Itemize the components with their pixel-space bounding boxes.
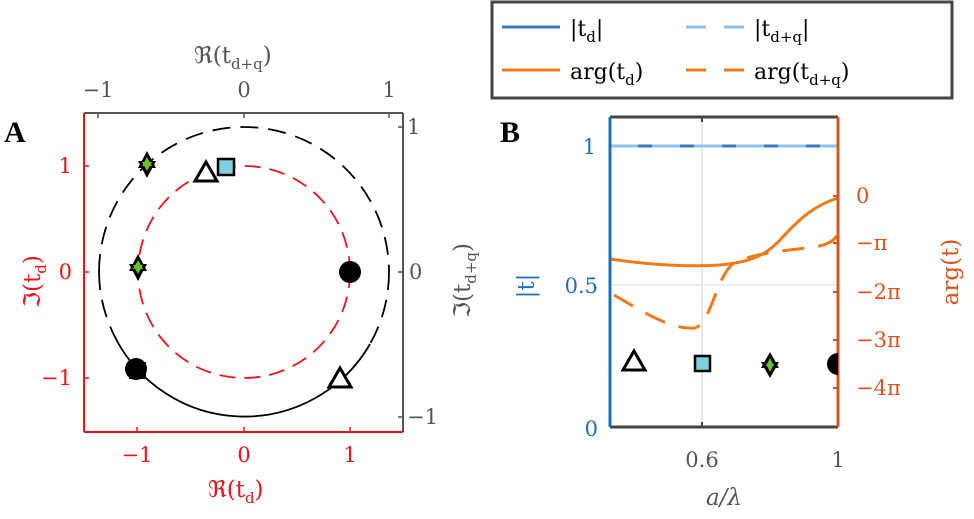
top-xtick: 0 [237,78,250,102]
td-circle [137,165,351,379]
panel-a-label: A [4,116,26,149]
right-ylabel: ℑ(td+q) [450,243,480,318]
legend: |td| |td+q| arg(td) arg(td+q) [490,0,954,100]
right-ytick: 0 [856,184,869,208]
legend-label: arg(td+q) [754,60,850,89]
square-marker [693,354,712,373]
panel-b: B 1 0.5 0 |t| 0 [500,115,964,511]
bottom-xlabel: ℜ(td) [208,477,264,507]
tdq-circle-upper [98,126,390,273]
bottom-xtick: 1 [343,443,356,467]
hexagram-marker [129,254,147,281]
circle-marker [125,358,147,380]
right-ytick: −2π [856,280,901,304]
legend-label: |td+q| [754,17,809,46]
circle-marker [827,353,838,375]
left-ytick: 0 [585,417,598,441]
arg-tdq-line [613,231,840,330]
square-marker [216,157,236,177]
right-ytick: 1 [407,115,420,139]
top-xlabel: ℜ(td+q) [194,43,272,73]
tdq-circle-left [98,271,115,336]
right-ylabel: arg(t) [938,239,964,306]
top-xtick: 1 [382,78,395,102]
circle-marker [339,261,361,283]
triangle-marker [192,159,220,183]
right-ytick: −1 [407,405,438,429]
hexagram-marker [138,151,156,178]
xtick: 0.6 [685,448,718,472]
left-ylabel: ℑ(td) [20,255,50,308]
bottom-xtick: 0 [237,443,250,467]
legend-label: |td| [570,17,603,46]
arg-td-line [609,196,839,268]
triangle-marker [326,365,354,389]
tdq-circle-right [369,271,390,345]
legend-label: arg(td) [570,60,643,89]
bottom-xtick: −1 [122,443,153,467]
xlabel: a/λ [706,485,742,511]
left-ytick: 1 [583,135,596,159]
left-ylabel: |t| [514,274,540,299]
triangle-marker [620,348,648,372]
right-ytick: −π [856,231,888,255]
right-ytick: −4π [856,376,901,400]
tdq-circle-lower [113,334,371,418]
xtick: 1 [831,448,844,472]
hexagram-marker [761,352,779,378]
left-ytick: 0 [59,260,72,284]
right-ytick: 0 [409,260,422,284]
panel-a: A ℜ(td+q) −1 0 1 −1 0 1 ℜ(td) 1 0 −1 ℑ(t… [4,43,480,507]
left-ytick: 1 [59,154,72,178]
top-xtick: −1 [83,78,114,102]
panel-b-label: B [500,116,520,149]
left-ytick: 0.5 [565,274,598,298]
right-ytick: −3π [856,328,901,352]
left-ytick: −1 [41,366,72,390]
legend-box [490,0,954,100]
